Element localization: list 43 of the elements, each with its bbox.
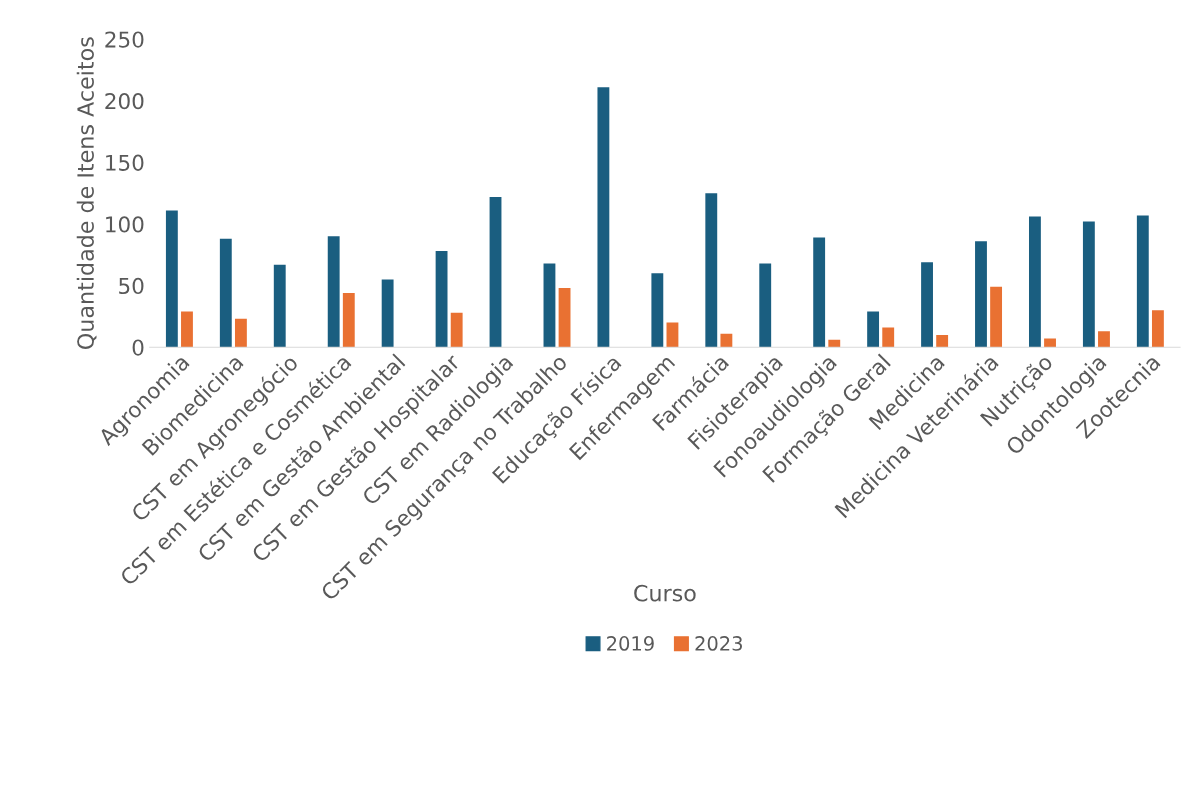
- bar: [543, 263, 556, 348]
- bar: [705, 193, 718, 348]
- bar: [990, 286, 1003, 348]
- bar: [489, 196, 502, 348]
- bar: [327, 236, 340, 348]
- x-axis-title: Curso: [634, 584, 696, 602]
- bar: [1082, 221, 1095, 348]
- bar: [882, 327, 895, 348]
- bar: [867, 311, 880, 348]
- bar: [651, 273, 664, 348]
- y-tick-label: 150: [106, 154, 144, 171]
- bar: [1044, 338, 1056, 348]
- bar: [828, 339, 841, 348]
- bar: [1098, 331, 1110, 348]
- bar: [813, 237, 826, 348]
- bar: [921, 262, 933, 348]
- bar: [1151, 310, 1164, 348]
- bar: [936, 334, 949, 348]
- y-tick-label: 100: [106, 216, 144, 233]
- bar: [435, 251, 448, 348]
- bar: [273, 264, 286, 348]
- y-tick-label: 50: [119, 277, 144, 295]
- legend-label: 2023: [695, 636, 742, 651]
- bar: [234, 318, 247, 348]
- bar: [165, 210, 178, 348]
- bar: [181, 311, 193, 348]
- bar: [381, 279, 394, 348]
- y-axis-title: Quantidade de Itens Aceitos: [76, 37, 97, 349]
- bar: [759, 263, 772, 348]
- bar: [1136, 215, 1149, 348]
- y-tick-label: 200: [105, 93, 144, 110]
- bar: [558, 288, 571, 348]
- bar: [666, 322, 679, 348]
- y-tick-label: 250: [105, 31, 144, 48]
- bar: [219, 238, 232, 348]
- bar: [342, 292, 355, 348]
- bar: [1028, 216, 1041, 348]
- bar: [450, 312, 463, 348]
- y-tick-label: 0: [132, 339, 144, 356]
- bar: [597, 87, 610, 348]
- bar: [975, 241, 987, 348]
- legend-label: 2019: [607, 636, 654, 651]
- bar: [720, 333, 733, 348]
